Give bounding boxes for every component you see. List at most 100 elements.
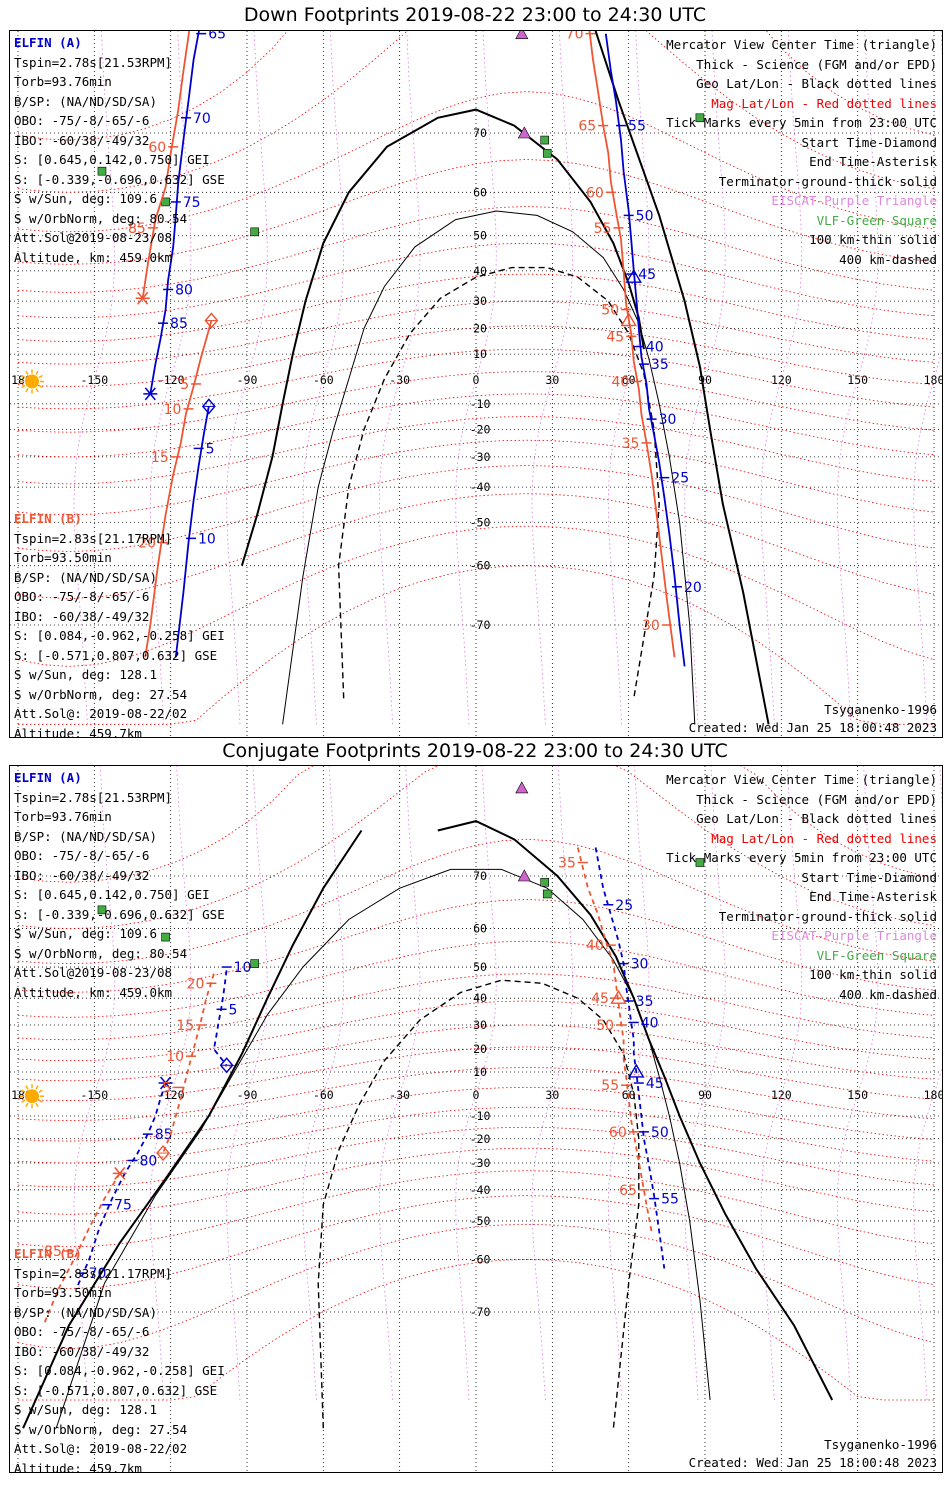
att-sol: Att.Sol@2019-08-23/08 bbox=[14, 230, 173, 245]
footprint-track bbox=[149, 31, 200, 395]
mag-longitude-line bbox=[226, 766, 268, 1401]
tick-label: 55 bbox=[594, 221, 612, 237]
footprint-track bbox=[594, 847, 666, 1269]
vlf-marker bbox=[250, 227, 259, 237]
panel-title: Conjugate Footprints 2019-08-22 23:00 to… bbox=[222, 740, 728, 762]
end-asterisk bbox=[112, 1166, 127, 1180]
elfin-a-name: ELFIN (A) bbox=[14, 770, 82, 785]
latitude-tick-label: 40 bbox=[473, 991, 487, 1005]
s-gse: S: [-0.571,0.807,0.632] GSE bbox=[14, 647, 218, 663]
tick-label: 5 bbox=[180, 377, 189, 393]
s-orbnorm: S w/OrbNorm, deg: 80.54 bbox=[14, 945, 188, 961]
tick-label: 70 bbox=[193, 111, 211, 127]
longitude-tick-label: -30 bbox=[389, 1088, 410, 1102]
tick-label: 5 bbox=[162, 1080, 171, 1096]
latitude-tick-label: 10 bbox=[473, 347, 487, 361]
footprint-track bbox=[212, 970, 228, 1066]
tick-label: 70 bbox=[89, 1266, 107, 1282]
tick-label: 20 bbox=[138, 536, 156, 552]
footprint-track bbox=[174, 406, 210, 658]
footprint-track bbox=[604, 33, 686, 667]
mag-latitude-line bbox=[17, 416, 935, 485]
elfin-b-name: ELFIN (B) bbox=[14, 1246, 82, 1261]
mag-longitude-line bbox=[226, 31, 268, 725]
footprint-track bbox=[588, 31, 676, 658]
s-gse: S: [-0.571,0.807,0.632] GSE bbox=[14, 1382, 218, 1398]
torb: Torb=93.76min bbox=[14, 74, 112, 89]
torb: Torb=93.50min bbox=[14, 1285, 112, 1300]
terminator-ground-line bbox=[594, 31, 770, 725]
latitude-tick-label: 60 bbox=[473, 922, 487, 936]
eiscat-marker bbox=[515, 781, 529, 794]
obo: OBO: -75/-8/-65/-6 bbox=[14, 848, 150, 863]
footprint-track bbox=[576, 847, 653, 1232]
tick-label: 20 bbox=[684, 580, 702, 596]
torb: Torb=93.76min bbox=[14, 809, 112, 824]
latitude-tick-label: -20 bbox=[470, 1132, 491, 1146]
latitude-tick-label: 20 bbox=[473, 1042, 487, 1056]
latitude-tick-label: -60 bbox=[470, 1252, 491, 1266]
tick-label: 55 bbox=[628, 119, 646, 135]
s-orbnorm: S w/OrbNorm, deg: 27.54 bbox=[14, 1421, 188, 1437]
s-gei: S: [0.084,-0.962,-0.258] GEI bbox=[14, 628, 225, 643]
eiscat-marker bbox=[515, 31, 529, 39]
legend-item: Thick - Science (FGM and/or EPD) bbox=[696, 791, 937, 807]
panel-title: Down Footprints 2019-08-22 23:00 to 24:3… bbox=[243, 4, 707, 26]
tick-label: 45 bbox=[606, 329, 624, 345]
elfin-b-name: ELFIN (B) bbox=[14, 511, 82, 526]
mag-longitude-line bbox=[684, 31, 726, 725]
model-name: Tsyganenko-1996 bbox=[824, 1437, 937, 1452]
mag-longitude-line bbox=[913, 31, 942, 725]
mag-longitude-line bbox=[378, 766, 421, 1401]
tick-label: 10 bbox=[234, 960, 252, 976]
legend: Mercator View Center Time (triangle) Thi… bbox=[666, 35, 937, 269]
tick-label: 85 bbox=[155, 1127, 173, 1143]
s-sun: S w/Sun, deg: 109.6 bbox=[14, 191, 157, 206]
tick-label: 45 bbox=[638, 267, 656, 283]
elfin-b-info: ELFIN (B) Tspin=2.83s[21.17RPM] Torb=93.… bbox=[14, 1244, 225, 1472]
tspin: Tspin=2.83s[21.17RPM] bbox=[14, 530, 173, 546]
mag-longitude-line bbox=[149, 31, 192, 725]
mag-latitude-line bbox=[17, 371, 935, 433]
created-timestamp: Created: Wed Jan 25 18:00:48 2023 bbox=[688, 1455, 937, 1470]
mag-latitude-line bbox=[17, 973, 935, 1041]
mag-latitude-line bbox=[17, 1147, 935, 1215]
legend-item: Tick Marks every 5min from 23:00 UTC bbox=[666, 115, 937, 130]
latitude-tick-label: -50 bbox=[470, 515, 491, 529]
altitude: Altitude, km: 459.0km bbox=[14, 984, 173, 1000]
ibo: IBO: -60/38/-49/32 bbox=[14, 1343, 150, 1359]
obo: OBO: -75/-8/-65/-6 bbox=[14, 589, 150, 604]
legend-item: Thick - Science (FGM and/or EPD) bbox=[696, 56, 937, 72]
sun-icon bbox=[20, 369, 44, 394]
tick-label: 70 bbox=[566, 31, 584, 43]
longitude-tick-label: -150 bbox=[80, 1088, 108, 1102]
bsp: B/SP: (NA/ND/SD/SA) bbox=[14, 569, 157, 585]
tick-label: 15 bbox=[151, 450, 169, 466]
tick-label: 40 bbox=[646, 340, 664, 356]
vlf-marker bbox=[97, 166, 107, 176]
tick-label: 85 bbox=[170, 316, 188, 332]
obo: OBO: -75/-8/-65/-6 bbox=[14, 1324, 150, 1339]
latitude-tick-label: 40 bbox=[473, 264, 487, 278]
mag-latitude-line bbox=[17, 393, 935, 458]
mag-latitude-line bbox=[17, 1106, 935, 1164]
legend-item: 100 km-thin solid bbox=[809, 967, 937, 982]
latitude-tick-label: -40 bbox=[470, 480, 491, 494]
longitude-tick-label: 90 bbox=[698, 1088, 712, 1102]
latitude-tick-label: -20 bbox=[470, 423, 491, 437]
tick-label: 60 bbox=[148, 140, 166, 156]
end-asterisk bbox=[143, 387, 158, 401]
terminator-400km-line bbox=[337, 266, 660, 699]
tick-label: 65 bbox=[208, 31, 226, 43]
mag-latitude-line bbox=[18, 1258, 934, 1401]
mag-latitude-line bbox=[17, 1223, 935, 1350]
latitude-tick-label: 50 bbox=[473, 229, 487, 243]
tick-label: 65 bbox=[619, 1183, 637, 1199]
tick-label: 85 bbox=[44, 1244, 62, 1260]
s-gei: S: [0.084,-0.962,-0.258] GEI bbox=[14, 1363, 225, 1378]
tick-label: 65 bbox=[578, 119, 596, 135]
mag-latitude-line bbox=[17, 242, 935, 319]
tick-label: 75 bbox=[114, 1198, 132, 1214]
footprint-track bbox=[42, 1172, 121, 1326]
legend: Mercator View Center Time (triangle) Thi… bbox=[666, 770, 937, 1004]
